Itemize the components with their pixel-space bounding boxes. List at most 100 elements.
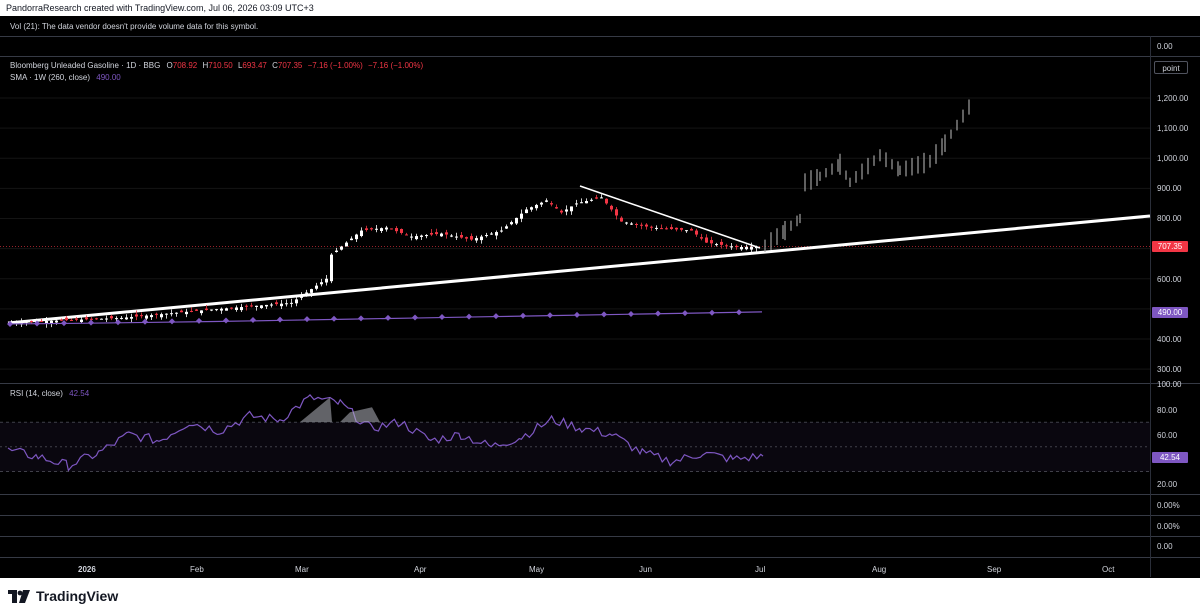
pane-separator: [0, 383, 1200, 384]
volume-axis-label: 0.00: [1157, 42, 1173, 51]
candle-body: [230, 307, 233, 309]
low-label: L: [237, 61, 243, 70]
sma-marker: [412, 314, 418, 321]
candle-body: [370, 228, 373, 230]
sma-label: SMA · 1W (260, close): [10, 73, 91, 82]
candle-body: [120, 317, 123, 319]
candle-body: [105, 318, 108, 320]
candle-body: [135, 314, 138, 317]
candle-body: [155, 313, 158, 315]
candle-body: [200, 310, 203, 314]
rsi-overbought-fill: [300, 397, 332, 423]
candle-body: [460, 235, 463, 238]
candle-body: [170, 313, 173, 315]
candle-body: [540, 202, 543, 205]
tradingview-logo-icon: [8, 589, 30, 603]
y-tick: 900.00: [1157, 184, 1182, 193]
sma-marker: [115, 319, 121, 326]
candle-body: [160, 314, 163, 318]
tradingview-logo[interactable]: TradingView: [8, 588, 118, 604]
candle-body: [285, 303, 288, 305]
candle-body: [435, 232, 438, 235]
candle-body: [220, 308, 223, 311]
candle-body: [290, 302, 293, 304]
candle-body: [510, 222, 513, 225]
candle-body: [610, 205, 613, 210]
candle-body: [90, 318, 93, 320]
candle-body: [345, 242, 348, 247]
rsi-value: 42.54: [69, 389, 90, 398]
candle-body: [400, 228, 403, 233]
candle-body: [660, 228, 663, 230]
candle-body: [600, 197, 603, 199]
candle-body: [365, 228, 368, 230]
y-tick: 1,100.00: [1157, 124, 1189, 133]
candle-body: [635, 223, 638, 225]
sma-badge: 490.00: [1152, 307, 1188, 318]
candle-body: [455, 236, 458, 238]
sma-marker: [574, 311, 580, 318]
candle-body: [695, 230, 698, 235]
sma-marker: [142, 318, 148, 325]
sma-marker: [304, 316, 310, 323]
candle-body: [380, 228, 383, 231]
candle-body: [45, 320, 48, 324]
sma-marker: [736, 309, 742, 316]
rsi-legend[interactable]: RSI (14, close) 42.54: [10, 389, 89, 398]
candle-body: [275, 302, 278, 305]
candle-body: [65, 317, 68, 321]
candle-body: [75, 318, 78, 320]
candle-body: [165, 313, 168, 315]
sma-marker: [493, 313, 499, 320]
sma-legend[interactable]: SMA · 1W (260, close) 490.00: [10, 73, 121, 82]
sma-marker: [439, 314, 445, 321]
symbol-legend[interactable]: Bloomberg Unleaded Gasoline · 1D · BBG O…: [10, 61, 423, 70]
candle-body: [755, 246, 758, 249]
candle-body: [60, 319, 63, 321]
rsi-overbought-fill: [340, 407, 380, 423]
candle-body: [620, 217, 623, 222]
chart-frame: [0, 16, 1200, 578]
candle-body: [735, 245, 738, 248]
candle-body: [405, 234, 408, 236]
candle-body: [315, 285, 318, 289]
rsi-badge: 42.54: [1152, 452, 1188, 463]
candle-body: [430, 232, 433, 235]
open-label: O: [166, 61, 173, 70]
high-label: H: [202, 61, 209, 70]
x-tick: Jun: [639, 565, 652, 574]
candle-body: [265, 304, 268, 307]
symbol-title: Bloomberg Unleaded Gasoline · 1D · BBG: [10, 61, 161, 70]
candle-body: [560, 210, 563, 213]
candle-body: [700, 237, 703, 239]
candle-body: [55, 320, 58, 323]
candle-body: [270, 304, 273, 306]
candle-body: [410, 236, 413, 238]
x-tick: Apr: [414, 565, 427, 574]
y-tick: 400.00: [1157, 335, 1182, 344]
candle-body: [670, 227, 673, 230]
candle-body: [25, 321, 28, 323]
candle-body: [390, 228, 393, 230]
candle-body: [235, 307, 238, 310]
candle-body: [645, 224, 648, 227]
candle-body: [535, 204, 538, 209]
candle-body: [115, 318, 118, 320]
price-badge: 707.35: [1152, 241, 1188, 252]
rsi-y-tick: 20.00: [1157, 480, 1178, 489]
candle-body: [445, 232, 448, 235]
candle-body: [175, 312, 178, 314]
candle-body: [375, 228, 378, 230]
candle-body: [605, 198, 608, 204]
candle-body: [690, 228, 693, 231]
candle-body: [100, 318, 103, 320]
candle-body: [480, 236, 483, 241]
candle-body: [720, 241, 723, 245]
candle-body: [490, 233, 493, 235]
candle-body: [145, 315, 148, 319]
candle-body: [725, 245, 728, 247]
unit-button[interactable]: point: [1154, 61, 1188, 74]
sma-marker: [277, 316, 283, 323]
candle-body: [465, 237, 468, 239]
